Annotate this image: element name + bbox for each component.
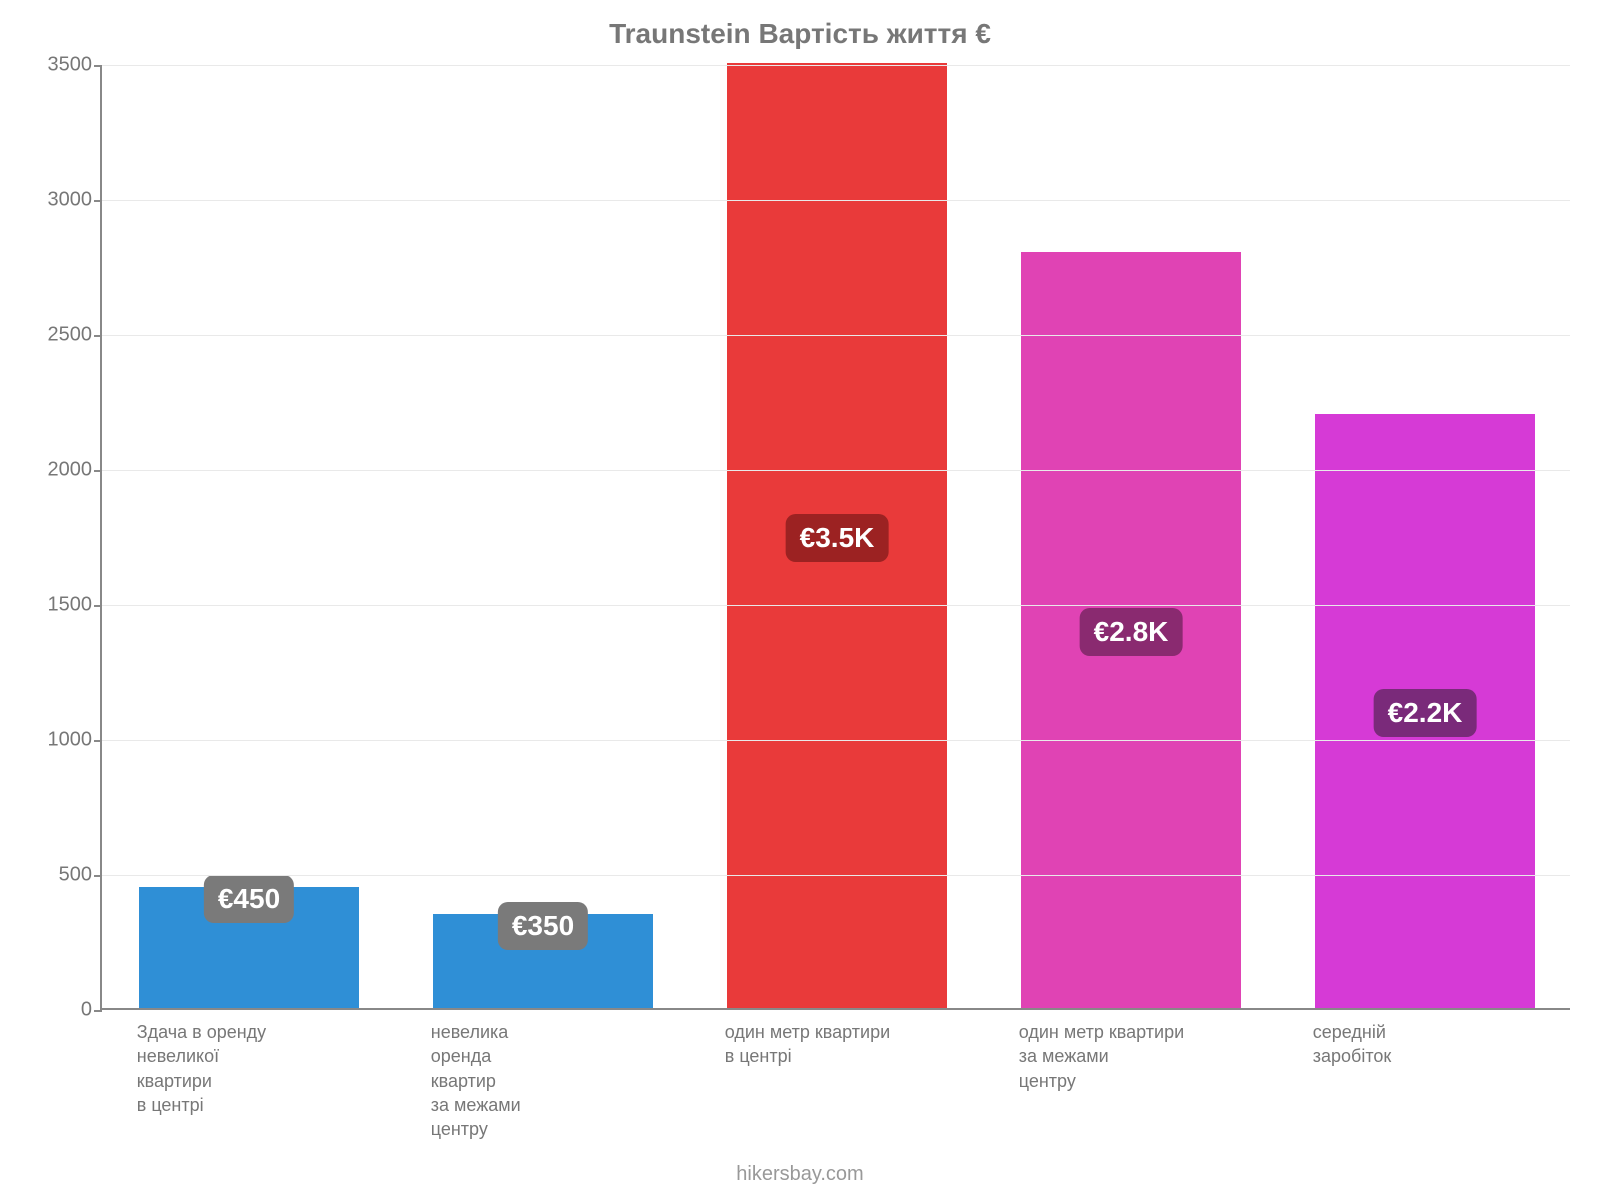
grid-line <box>102 740 1570 741</box>
x-axis-labels: Здача в орендуневеликоїквартирив центрі н… <box>100 1020 1570 1180</box>
chart-container: Traunstein Вартість життя € €450 €350 €3.5… <box>0 0 1600 1200</box>
x-tick-label: Здача в орендуневеликоїквартирив центрі <box>137 1020 398 1117</box>
y-tick-label: 500 <box>32 864 92 887</box>
y-tick-label: 0 <box>32 999 92 1022</box>
bars-layer: €450 €350 €3.5K €2.8K €2.2K <box>102 65 1570 1008</box>
y-tick-label: 3000 <box>32 189 92 212</box>
y-tick-mark <box>94 740 102 742</box>
y-tick-mark <box>94 335 102 337</box>
y-tick-label: 1000 <box>32 729 92 752</box>
x-tick-label: середнійзаробіток <box>1313 1020 1574 1069</box>
grid-line <box>102 65 1570 66</box>
chart-title: Traunstein Вартість життя € <box>0 18 1600 50</box>
bar-value-badge: €2.8K <box>1080 608 1183 656</box>
y-tick-mark <box>94 605 102 607</box>
y-tick-mark <box>94 875 102 877</box>
bar-value-badge: €2.2K <box>1374 689 1477 737</box>
x-tick-label: один метр квартириза межамицентру <box>1019 1020 1280 1093</box>
plot-area: €450€350€3.5K€2.8K€2.2K 0500100015002000… <box>100 65 1570 1010</box>
y-tick-label: 2000 <box>32 459 92 482</box>
y-tick-mark <box>94 200 102 202</box>
x-tick-label: один метр квартирив центрі <box>725 1020 986 1069</box>
grid-line <box>102 335 1570 336</box>
y-tick-mark <box>94 470 102 472</box>
grid-line <box>102 605 1570 606</box>
y-tick-mark <box>94 65 102 67</box>
y-tick-label: 1500 <box>32 594 92 617</box>
grid-line <box>102 200 1570 201</box>
y-tick-mark <box>94 1010 102 1012</box>
y-tick-label: 2500 <box>32 324 92 347</box>
bar-value-badge: €350 <box>498 902 588 950</box>
bar-value-badge: €450 <box>204 875 294 923</box>
chart-footer: hikersbay.com <box>0 1163 1600 1186</box>
y-tick-label: 3500 <box>32 54 92 77</box>
grid-line <box>102 875 1570 876</box>
grid-line <box>102 470 1570 471</box>
bar-value-badge: €3.5K <box>786 514 889 562</box>
x-tick-label: невеликаорендаквартирза межамицентру <box>431 1020 692 1141</box>
